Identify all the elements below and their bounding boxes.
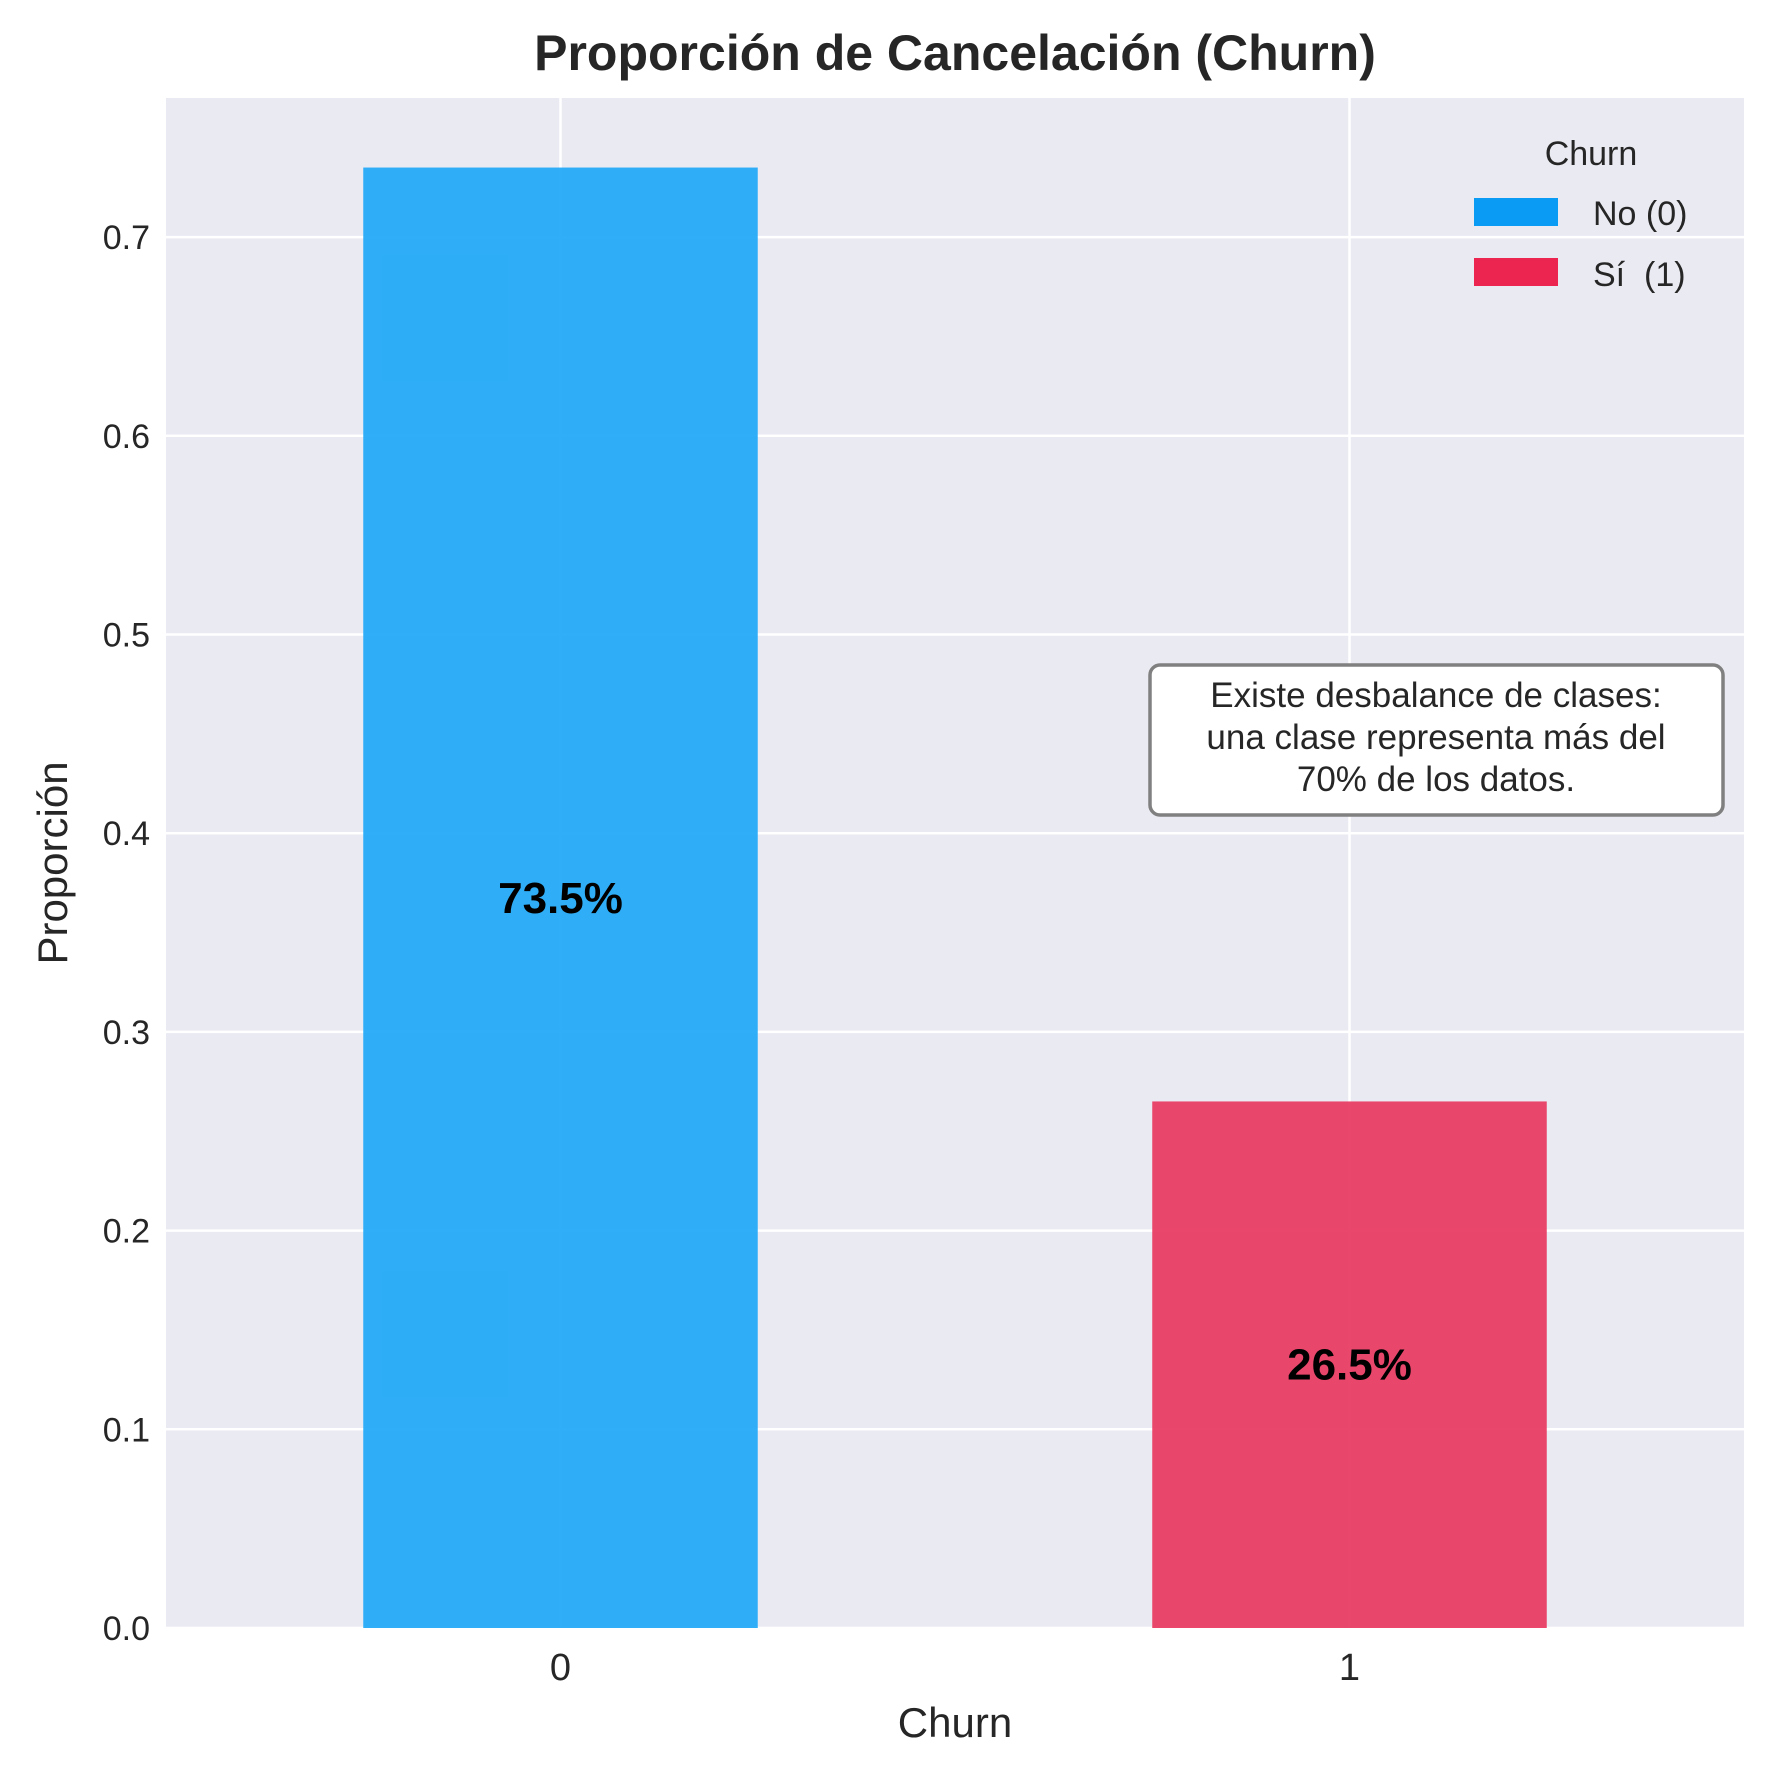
y-tick-label: 0.1 bbox=[103, 1411, 150, 1449]
legend-swatch-si bbox=[1474, 258, 1558, 286]
y-tick-label: 0.0 bbox=[103, 1610, 150, 1648]
annotation-line-1: Existe desbalance de clases: bbox=[1210, 676, 1661, 715]
annotation-line-2: una clase representa más del bbox=[1206, 718, 1665, 757]
y-axis-label: Proporción bbox=[29, 761, 76, 964]
annotation-box: Existe desbalance de clases: una clase r… bbox=[1148, 663, 1725, 817]
y-axis-ticks: 0.0 0.1 0.2 0.3 0.4 0.5 0.6 0.7 bbox=[103, 219, 150, 1648]
bar-value-label-1: 26.5% bbox=[1287, 1341, 1412, 1390]
bar-value-label-0: 73.5% bbox=[498, 874, 623, 923]
y-tick-label: 0.4 bbox=[103, 815, 150, 853]
bars bbox=[363, 167, 1547, 1629]
y-tick-label: 0.6 bbox=[103, 418, 150, 456]
y-tick-label: 0.3 bbox=[103, 1014, 150, 1052]
legend-title: Churn bbox=[1545, 135, 1638, 173]
y-tick-label: 0.2 bbox=[103, 1213, 150, 1251]
x-tick-label: 0 bbox=[550, 1647, 571, 1689]
annotation-frame bbox=[1148, 663, 1725, 817]
x-tick-label: 1 bbox=[1339, 1647, 1360, 1689]
legend-label-no: No (0) bbox=[1593, 195, 1687, 233]
bar-value-labels: 73.5% 26.5% bbox=[498, 874, 1412, 1390]
y-tick-label: 0.7 bbox=[103, 219, 150, 257]
annotation-line-3: 70% de los datos. bbox=[1297, 760, 1575, 799]
chart-title: Proporción de Cancelación (Churn) bbox=[534, 25, 1376, 81]
legend-swatch-no bbox=[1474, 198, 1558, 226]
bar-0 bbox=[363, 167, 758, 1629]
x-axis-label: Churn bbox=[898, 1699, 1012, 1746]
legend: Churn No (0) Sí (1) bbox=[1474, 135, 1687, 294]
bar-1 bbox=[1152, 1101, 1547, 1628]
y-tick-label: 0.5 bbox=[103, 616, 150, 654]
legend-label-si: Sí (1) bbox=[1593, 256, 1686, 294]
